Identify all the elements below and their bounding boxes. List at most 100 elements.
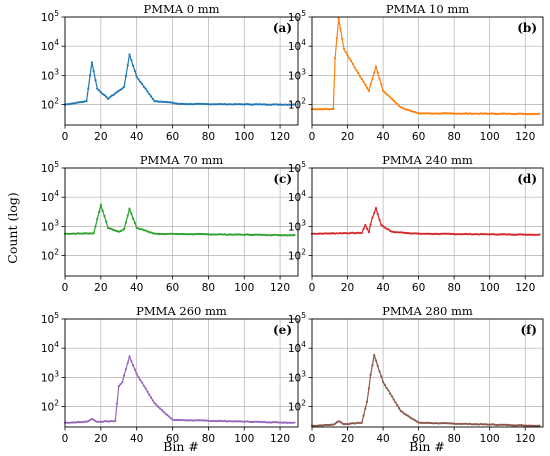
data-point <box>493 112 497 115</box>
data-point <box>196 419 199 422</box>
data-point <box>178 419 181 422</box>
data-point <box>349 59 353 62</box>
data-point <box>284 233 287 237</box>
data-point <box>508 233 511 236</box>
data-point <box>164 233 167 236</box>
y-tick-label: 105 <box>41 9 59 24</box>
data-point <box>139 228 142 231</box>
data-point <box>252 103 255 106</box>
data-point <box>413 419 417 422</box>
data-point <box>326 423 330 427</box>
data-point <box>287 421 291 424</box>
data-point <box>488 112 491 116</box>
data-point <box>341 37 344 41</box>
data-point <box>232 103 235 106</box>
data-point <box>397 231 401 234</box>
data-point <box>502 112 506 115</box>
data-point <box>325 232 328 235</box>
data-point <box>198 419 201 422</box>
data-point <box>185 233 188 236</box>
data-point <box>261 103 264 106</box>
data-point <box>69 102 72 106</box>
data-point <box>106 420 110 423</box>
x-tick-label: 40 <box>130 282 143 294</box>
data-point <box>132 364 135 367</box>
x-tick-label: 100 <box>234 282 254 294</box>
data-point <box>203 102 206 106</box>
data-point <box>506 233 509 236</box>
data-point <box>142 384 145 387</box>
data-point <box>155 100 158 103</box>
x-tick-label: 100 <box>234 433 254 445</box>
data-point <box>270 103 273 106</box>
data-point <box>114 92 117 95</box>
data-point <box>438 112 442 115</box>
x-tick-label: 60 <box>412 282 425 294</box>
data-point <box>78 101 81 104</box>
data-point <box>94 225 97 228</box>
data-point <box>344 50 347 54</box>
data-point <box>97 210 101 214</box>
data-point <box>385 227 388 230</box>
data-point <box>284 103 287 106</box>
data-point <box>371 77 374 80</box>
data-point <box>374 359 378 362</box>
data-point <box>495 112 498 116</box>
data-point <box>183 232 187 236</box>
data-point <box>419 421 422 424</box>
data-point <box>341 232 344 235</box>
y-tick-label: 105 <box>288 9 306 24</box>
data-point <box>88 418 92 421</box>
data-point <box>348 57 351 60</box>
data-point <box>244 420 248 423</box>
data-point <box>337 232 340 235</box>
x-tick-label: 40 <box>376 282 389 294</box>
data-point <box>80 101 83 104</box>
data-point <box>502 233 506 236</box>
data-point <box>527 233 530 236</box>
data-point <box>180 418 183 422</box>
data-point <box>243 233 246 236</box>
data-point <box>219 102 223 106</box>
data-point <box>225 420 228 423</box>
data-point <box>330 423 333 426</box>
series-line <box>311 206 540 236</box>
data-point <box>248 103 251 106</box>
data-point <box>291 421 294 424</box>
data-point <box>87 87 90 90</box>
data-point <box>80 421 83 424</box>
data-point <box>364 223 367 227</box>
data-point <box>139 379 142 382</box>
data-point <box>369 223 372 226</box>
data-point <box>355 69 358 72</box>
data-point <box>149 396 153 399</box>
data-point <box>438 422 442 425</box>
data-point <box>210 103 214 106</box>
data-point <box>424 421 427 425</box>
x-tick-label: 100 <box>234 131 254 143</box>
data-point <box>69 421 72 424</box>
data-point <box>173 418 176 422</box>
data-point <box>497 112 500 116</box>
data-point <box>469 112 472 115</box>
data-point <box>513 424 516 427</box>
x-tick-label: 120 <box>515 282 535 294</box>
data-point <box>403 231 406 235</box>
data-point <box>373 71 376 74</box>
panel-letter: (e) <box>273 323 292 337</box>
data-point <box>431 232 434 236</box>
data-point <box>520 424 523 427</box>
data-point <box>203 233 206 236</box>
data-point <box>221 233 224 236</box>
data-point <box>465 112 468 115</box>
data-point <box>65 421 68 424</box>
data-point <box>259 103 262 106</box>
data-point <box>316 108 319 111</box>
data-point <box>218 233 221 236</box>
data-point <box>146 390 149 393</box>
data-point <box>128 355 131 358</box>
data-point <box>451 232 454 236</box>
data-point <box>531 113 534 116</box>
data-point <box>337 17 340 20</box>
data-point <box>501 233 504 236</box>
